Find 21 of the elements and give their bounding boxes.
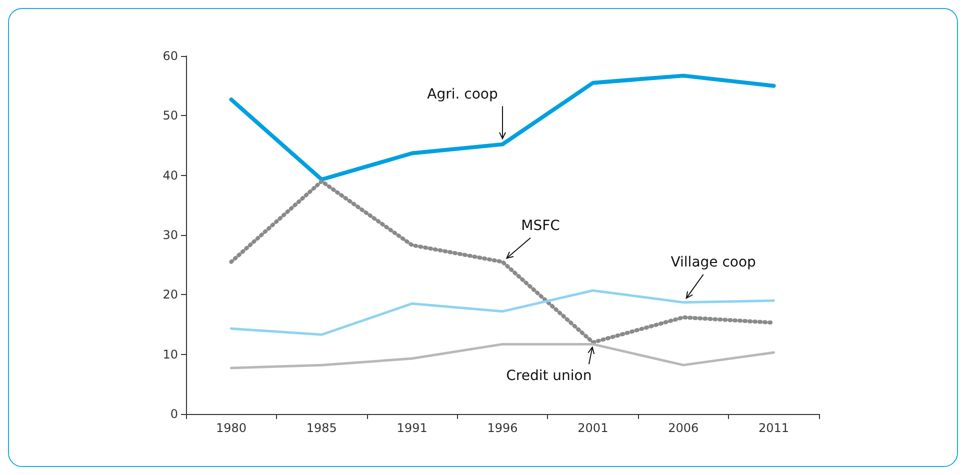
x-tick-label: 1980 [216,421,246,435]
text: Agri. coop [427,86,498,102]
y-tick-label: 30 [162,228,178,242]
x-tick-label: 2011 [758,421,790,435]
line-series [229,74,776,182]
y-tick-label: 10 [162,347,178,362]
y-tick-label: 20 [162,288,178,302]
text: Village coop [670,254,756,270]
x-tick-label: 2006 [668,421,699,435]
x-tick-label: 1991 [396,421,428,435]
y-tick-label: 0 [170,407,178,421]
x-tick-label: 1985 [306,421,337,435]
line-series [230,289,776,336]
y-tick-label: 50 [162,108,178,123]
y-tick-label: 60 [162,49,178,63]
x-tick-label: 2001 [578,421,608,435]
y-tick-label: 40 [162,168,178,182]
line-series [230,342,776,370]
x-tick-label: 1996 [487,421,518,435]
series-label: Credit union [506,368,592,384]
text: MSFC [521,218,560,234]
